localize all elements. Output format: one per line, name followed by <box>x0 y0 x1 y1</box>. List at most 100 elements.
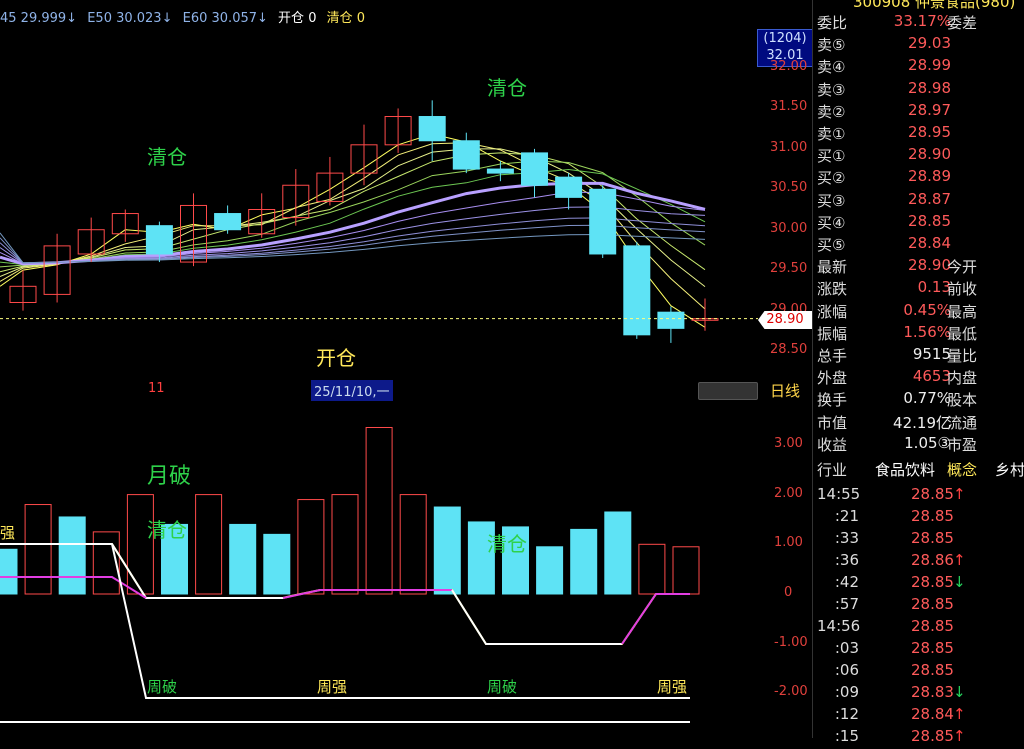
candle-body <box>214 213 242 231</box>
tick-price: 28.85 <box>911 595 954 613</box>
signal-clear-4: 清仓 <box>487 532 527 556</box>
macd-bar <box>399 494 427 595</box>
clear-value: 0 <box>356 11 366 26</box>
candle-body <box>248 209 276 235</box>
macd-bar <box>24 504 52 595</box>
tick-price: 28.85 <box>911 617 954 635</box>
quote-row: 卖⑤ 29.03 <box>813 34 1024 56</box>
quote-key: 总手 <box>817 347 848 365</box>
indicator-bar: 45 29.999↓ E50 30.023↓ E60 30.057↓ 开仓 0 … <box>0 7 365 26</box>
signal-line-white-1 <box>0 543 283 599</box>
macd-bar <box>502 526 529 595</box>
quote-row: 市值 42.19亿 流通 <box>813 412 1024 434</box>
sub-y-tick-label: -2.00 <box>774 684 808 700</box>
concept-value[interactable]: 乡村 <box>995 461 1024 479</box>
signal-week-strong-1: 周强 <box>317 678 348 696</box>
quote-key: 卖③ <box>817 80 846 99</box>
quote-key: 买① <box>817 147 846 166</box>
quote-row: 卖④ 28.99 <box>813 56 1024 78</box>
candle-body <box>282 184 310 219</box>
quote-row: 卖③ 28.98 <box>813 79 1024 101</box>
macd-bar <box>0 548 18 595</box>
quote-key-2: 流通 <box>947 413 978 432</box>
tick-time: :12 <box>834 705 859 723</box>
quote-value: 28.98 <box>908 78 951 97</box>
signal-month-break: 月破 <box>147 464 192 489</box>
quote-row: 换手 0.77% 股本 <box>813 389 1024 411</box>
candle-body <box>623 245 651 336</box>
quote-key: 卖① <box>817 125 846 143</box>
candle-body <box>384 116 412 146</box>
macd-bar <box>297 499 325 595</box>
quote-row: 外盘 4653 内盘 <box>813 367 1024 389</box>
quote-key-2: 最高 <box>947 302 978 321</box>
signal-week-strong-2: 周强 <box>657 678 688 696</box>
candle-body <box>77 229 105 255</box>
quote-key-2: 最低 <box>947 324 978 343</box>
bar-count: 11 <box>148 381 165 396</box>
quote-key-2: 今开 <box>947 258 978 277</box>
candle-body <box>589 188 617 255</box>
industry-value[interactable]: 食品饮料 <box>875 461 936 479</box>
quote-row: 卖① 28.95 <box>813 123 1024 145</box>
tick-price: 28.84 <box>911 705 954 723</box>
candle-body <box>43 245 71 295</box>
quote-value: 1.05③ <box>904 433 951 452</box>
candle-body <box>452 140 480 170</box>
macd-bar <box>672 546 700 595</box>
signal-strong: 强 <box>0 524 16 542</box>
tick-time: :36 <box>834 551 859 569</box>
open-value: 0 <box>308 11 317 26</box>
period-selector[interactable]: 日线 <box>770 382 801 400</box>
quote-value: 4653 <box>912 367 951 386</box>
quote-row: 买① 28.90 <box>813 145 1024 167</box>
quote-row: 振幅 1.56% 最低 <box>813 323 1024 345</box>
sub-y-tick-label: 2.00 <box>774 485 803 501</box>
tick-row: :33 28.85 <box>813 529 1024 551</box>
quote-value: 42.19亿 <box>893 413 951 432</box>
quote-row: 买⑤ 28.84 <box>813 234 1024 256</box>
quote-row: 涨跌 0.13 前收 <box>813 278 1024 300</box>
quote-value: 28.95 <box>908 123 951 141</box>
candle-body <box>521 152 548 186</box>
sub-y-tick-label: 1.00 <box>774 535 803 551</box>
ma-line-4 <box>0 142 706 310</box>
sub-y-tick-label: -1.00 <box>774 634 808 650</box>
kline-chart[interactable] <box>0 0 812 738</box>
quote-row: 涨幅 0.45% 最高 <box>813 301 1024 323</box>
open-label: 开仓 <box>278 11 305 26</box>
quote-key: 最新 <box>817 258 848 277</box>
quote-value: 28.97 <box>908 100 951 119</box>
macd-bar <box>331 494 359 595</box>
signal-week-break-2: 周破 <box>487 678 518 696</box>
tick-price: 28.85 <box>911 507 954 525</box>
sub-y-tick-label: 0 <box>784 585 793 600</box>
quote-key: 卖⑤ <box>817 36 846 55</box>
tick-row: :36 28.86 ↑ <box>813 551 1024 573</box>
quote-row: 最新 28.90 今开 <box>813 256 1024 278</box>
quote-row: 买③ 28.87 <box>813 190 1024 212</box>
macd-bar <box>570 528 598 595</box>
quote-value: 28.90 <box>908 256 951 275</box>
quote-key: 委比 <box>817 14 848 32</box>
ma-line-16 <box>0 191 706 265</box>
quote-key: 买③ <box>817 191 846 210</box>
ma-line-8 <box>0 160 706 268</box>
quote-key-2: 内盘 <box>947 369 978 388</box>
tick-time: :03 <box>834 639 859 657</box>
candle-body <box>111 213 139 235</box>
tick-price: 28.85 <box>911 639 954 657</box>
candle-body <box>350 144 378 174</box>
scroll-button[interactable] <box>698 382 758 400</box>
candle-body <box>657 311 685 329</box>
quote-row: 买④ 28.85 <box>813 212 1024 234</box>
quote-key: 涨幅 <box>817 302 848 321</box>
ma50-value: E50 30.023↓ <box>87 11 173 26</box>
signal-line-magenta-3 <box>621 593 690 645</box>
macd-bar <box>58 516 86 595</box>
quote-row: 卖② 28.97 <box>813 101 1024 123</box>
candle-body <box>486 168 514 174</box>
macd-bar <box>365 427 393 595</box>
concept-label[interactable]: 概念 <box>947 461 978 479</box>
tick-time: 14:55 <box>817 485 861 503</box>
